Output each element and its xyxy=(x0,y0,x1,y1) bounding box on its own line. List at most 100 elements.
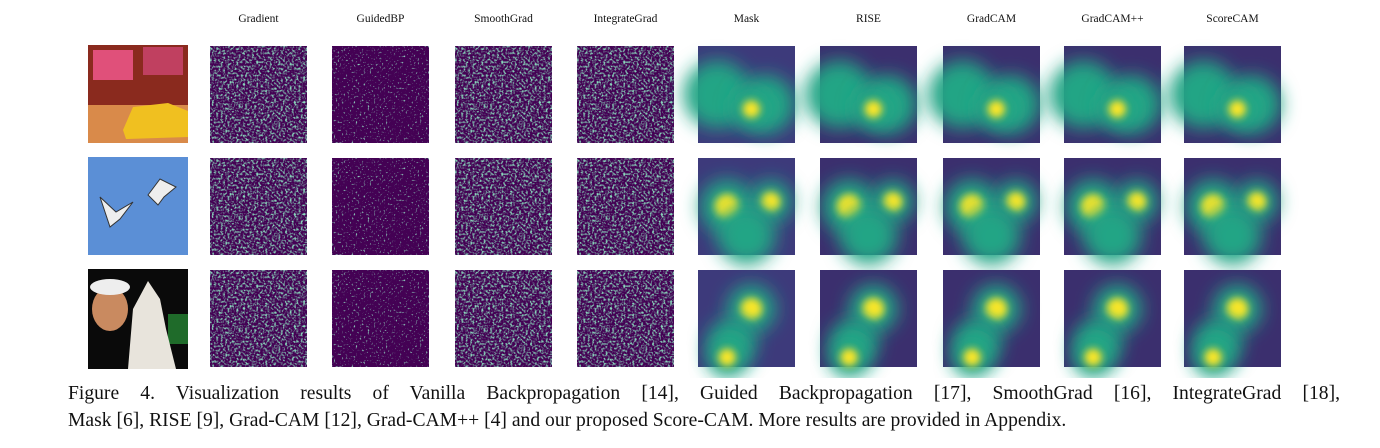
saliency-map xyxy=(332,270,429,367)
sign xyxy=(93,50,133,80)
saliency-map xyxy=(1184,270,1281,377)
map-blob xyxy=(839,206,898,265)
person xyxy=(92,287,128,331)
saliency-map xyxy=(455,158,552,255)
input-image xyxy=(88,157,188,255)
map-hot xyxy=(1228,100,1247,118)
column-header: RISE xyxy=(856,13,881,25)
map-clip xyxy=(1064,270,1161,377)
map-noise xyxy=(210,158,307,255)
bird xyxy=(99,196,134,228)
saliency-map xyxy=(455,270,552,367)
saliency-map xyxy=(820,158,917,265)
cap xyxy=(90,279,130,295)
saliency-map xyxy=(820,270,917,377)
saliency-map xyxy=(1169,46,1281,143)
map-hot xyxy=(862,297,885,320)
saliency-map xyxy=(805,46,917,143)
map-noise xyxy=(210,270,307,367)
map-hot xyxy=(840,348,858,367)
map-hot xyxy=(985,297,1008,320)
map-hot xyxy=(1204,348,1222,367)
map-noise xyxy=(577,158,674,255)
map-clip xyxy=(1169,46,1281,143)
caption-line: Figure 4. Visualization results of Vanil… xyxy=(68,383,1340,404)
map-hot xyxy=(718,348,736,367)
map-clip xyxy=(1049,46,1161,143)
saliency-map xyxy=(577,158,674,255)
map-noise xyxy=(332,158,429,255)
map-noise xyxy=(210,46,307,143)
column-header: IntegrateGrad xyxy=(594,13,658,25)
map-noise xyxy=(455,46,552,143)
column-header: GradCAM++ xyxy=(1081,13,1143,25)
map-clip xyxy=(698,158,795,265)
map-clip xyxy=(1184,158,1281,265)
map-hot xyxy=(761,192,781,212)
saliency-map xyxy=(332,46,429,143)
map-hot xyxy=(1127,192,1147,212)
saliency-map xyxy=(210,158,307,255)
saliency-map xyxy=(683,46,795,143)
map-blob xyxy=(962,206,1021,265)
dog xyxy=(128,281,176,369)
map-clip xyxy=(698,270,795,377)
map-blob xyxy=(1203,206,1262,265)
saliency-map xyxy=(698,270,795,377)
column-header: SmoothGrad xyxy=(474,13,533,25)
map-hot xyxy=(1226,297,1249,320)
map-blob xyxy=(1083,206,1142,265)
column-header: GradCAM xyxy=(967,13,1016,25)
saliency-map xyxy=(1064,158,1161,265)
map-hot xyxy=(1006,192,1026,212)
map-hot xyxy=(864,100,883,118)
map-noise xyxy=(332,46,429,143)
map-clip xyxy=(943,270,1040,377)
saliency-map xyxy=(943,158,1040,265)
caption-line: Mask [6], RISE [9], Grad-CAM [12], Grad-… xyxy=(68,410,1067,431)
map-hot xyxy=(963,348,981,367)
taxi xyxy=(123,103,188,139)
map-clip xyxy=(928,46,1040,143)
column-header: ScoreCAM xyxy=(1206,13,1258,25)
map-clip xyxy=(805,46,917,143)
column-header: Gradient xyxy=(238,13,279,25)
column-header: Mask xyxy=(734,13,760,25)
saliency-map xyxy=(698,158,795,265)
saliency-map xyxy=(928,46,1040,143)
map-noise xyxy=(577,46,674,143)
map-noise xyxy=(455,270,552,367)
map-clip xyxy=(1184,270,1281,377)
map-hot xyxy=(742,100,761,118)
figure: Gradient GuidedBP SmoothGrad IntegrateGrad M… xyxy=(88,13,1281,377)
map-hot xyxy=(883,192,903,212)
map-hot xyxy=(1106,297,1129,320)
map-hot xyxy=(1108,100,1127,118)
saliency-map xyxy=(943,270,1040,377)
saliency-map xyxy=(1064,270,1161,377)
map-hot xyxy=(1247,192,1267,212)
map-blob xyxy=(717,206,776,265)
input-image xyxy=(88,269,188,369)
map-clip xyxy=(683,46,795,143)
saliency-map xyxy=(332,158,429,255)
map-hot xyxy=(987,100,1006,118)
saliency-map xyxy=(210,46,307,143)
map-noise xyxy=(332,270,429,367)
map-noise xyxy=(455,158,552,255)
saliency-map xyxy=(210,270,307,367)
map-clip xyxy=(943,158,1040,265)
plant xyxy=(168,314,188,344)
saliency-map xyxy=(577,46,674,143)
bird xyxy=(147,178,177,206)
map-noise xyxy=(577,270,674,367)
saliency-map xyxy=(577,270,674,367)
saliency-map xyxy=(455,46,552,143)
map-clip xyxy=(820,158,917,265)
saliency-map xyxy=(1184,158,1281,265)
saliency-map xyxy=(1049,46,1161,143)
map-hot xyxy=(1084,348,1102,367)
sign xyxy=(143,47,183,75)
column-header: GuidedBP xyxy=(357,13,405,25)
